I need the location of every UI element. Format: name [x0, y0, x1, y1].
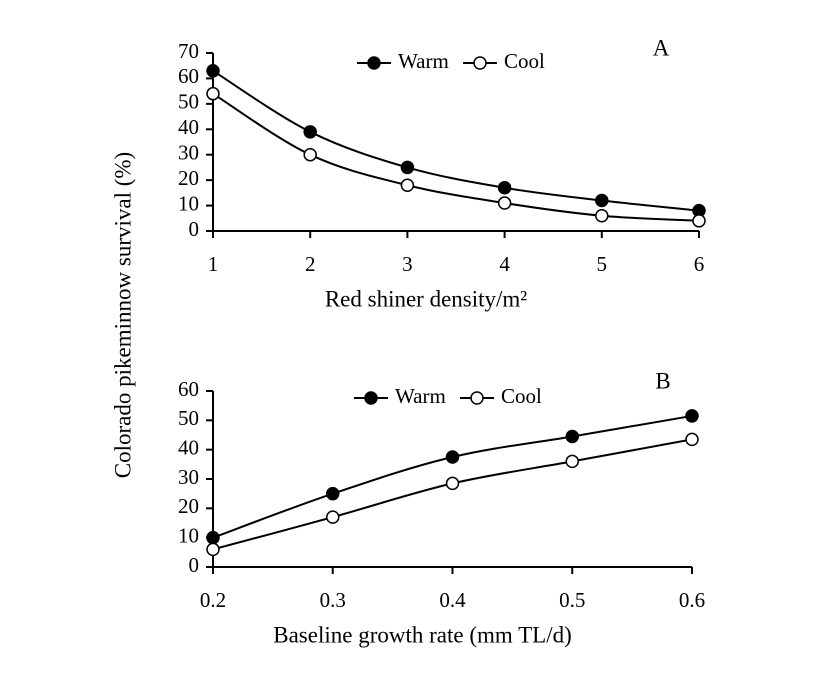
- data-point: [445, 450, 460, 464]
- y-tick-label: 30: [178, 141, 199, 165]
- legend-marker: [473, 56, 487, 70]
- data-point: [595, 193, 609, 208]
- panel-label: A: [653, 35, 670, 60]
- y-tick-label: 40: [178, 435, 199, 459]
- legend-label: Warm: [398, 49, 449, 73]
- y-tick-label: 20: [178, 166, 199, 190]
- data-point: [326, 486, 340, 501]
- x-tick-label: 0.6: [679, 588, 705, 612]
- panel-label: B: [655, 368, 670, 393]
- y-tick-label: 0: [189, 553, 200, 577]
- data-point: [685, 432, 699, 447]
- x-tick-label: 3: [402, 252, 413, 276]
- y-tick-label: 40: [178, 115, 199, 139]
- data-point: [303, 147, 317, 162]
- x-tick-label: 2: [305, 252, 316, 276]
- y-tick-label: 70: [178, 39, 199, 63]
- series-line: [212, 92, 700, 222]
- x-tick-label: 4: [499, 252, 510, 276]
- y-tick-label: 0: [189, 217, 200, 241]
- data-point: [497, 196, 512, 210]
- data-point: [595, 208, 609, 223]
- x-tick-label: 0.3: [320, 588, 346, 612]
- data-point: [400, 178, 415, 192]
- y-tick-label: 30: [178, 465, 199, 489]
- x-axis-label: Red shiner density/m²: [325, 286, 527, 311]
- data-point: [326, 510, 340, 524]
- x-tick-label: 5: [597, 252, 608, 276]
- x-tick-label: 0.2: [200, 588, 226, 612]
- x-tick-label: 1: [208, 252, 219, 276]
- data-point: [565, 454, 579, 469]
- series-line: [212, 69, 700, 212]
- data-point: [497, 181, 512, 195]
- y-tick-label: 50: [178, 406, 199, 430]
- legend-marker: [470, 391, 484, 405]
- data-point: [565, 429, 579, 444]
- legend-marker: [364, 391, 378, 405]
- data-point: [206, 64, 220, 78]
- data-point: [692, 214, 706, 228]
- data-point: [445, 476, 460, 491]
- legend-label: Cool: [504, 49, 545, 73]
- data-point: [206, 542, 220, 557]
- x-tick-label: 0.5: [559, 588, 585, 612]
- x-tick-label: 0.4: [439, 588, 466, 612]
- y-tick-label: 20: [178, 494, 199, 518]
- data-point: [206, 530, 220, 545]
- data-point: [206, 86, 220, 101]
- x-tick-label: 6: [694, 252, 705, 276]
- data-point: [400, 160, 415, 175]
- y-axis-label: Colorado pikeminnow survival (%): [110, 152, 135, 478]
- x-axis-label: Baseline growth rate (mm TL/d): [273, 622, 572, 647]
- data-point: [303, 125, 317, 139]
- y-tick-label: 60: [178, 64, 199, 88]
- legend-marker: [367, 56, 381, 70]
- y-tick-label: 50: [178, 90, 199, 114]
- data-point: [685, 409, 699, 423]
- legend-label: Cool: [501, 384, 542, 408]
- y-tick-label: 60: [178, 377, 199, 401]
- y-tick-label: 10: [178, 191, 199, 215]
- legend-label: Warm: [395, 384, 446, 408]
- y-tick-label: 10: [178, 523, 199, 547]
